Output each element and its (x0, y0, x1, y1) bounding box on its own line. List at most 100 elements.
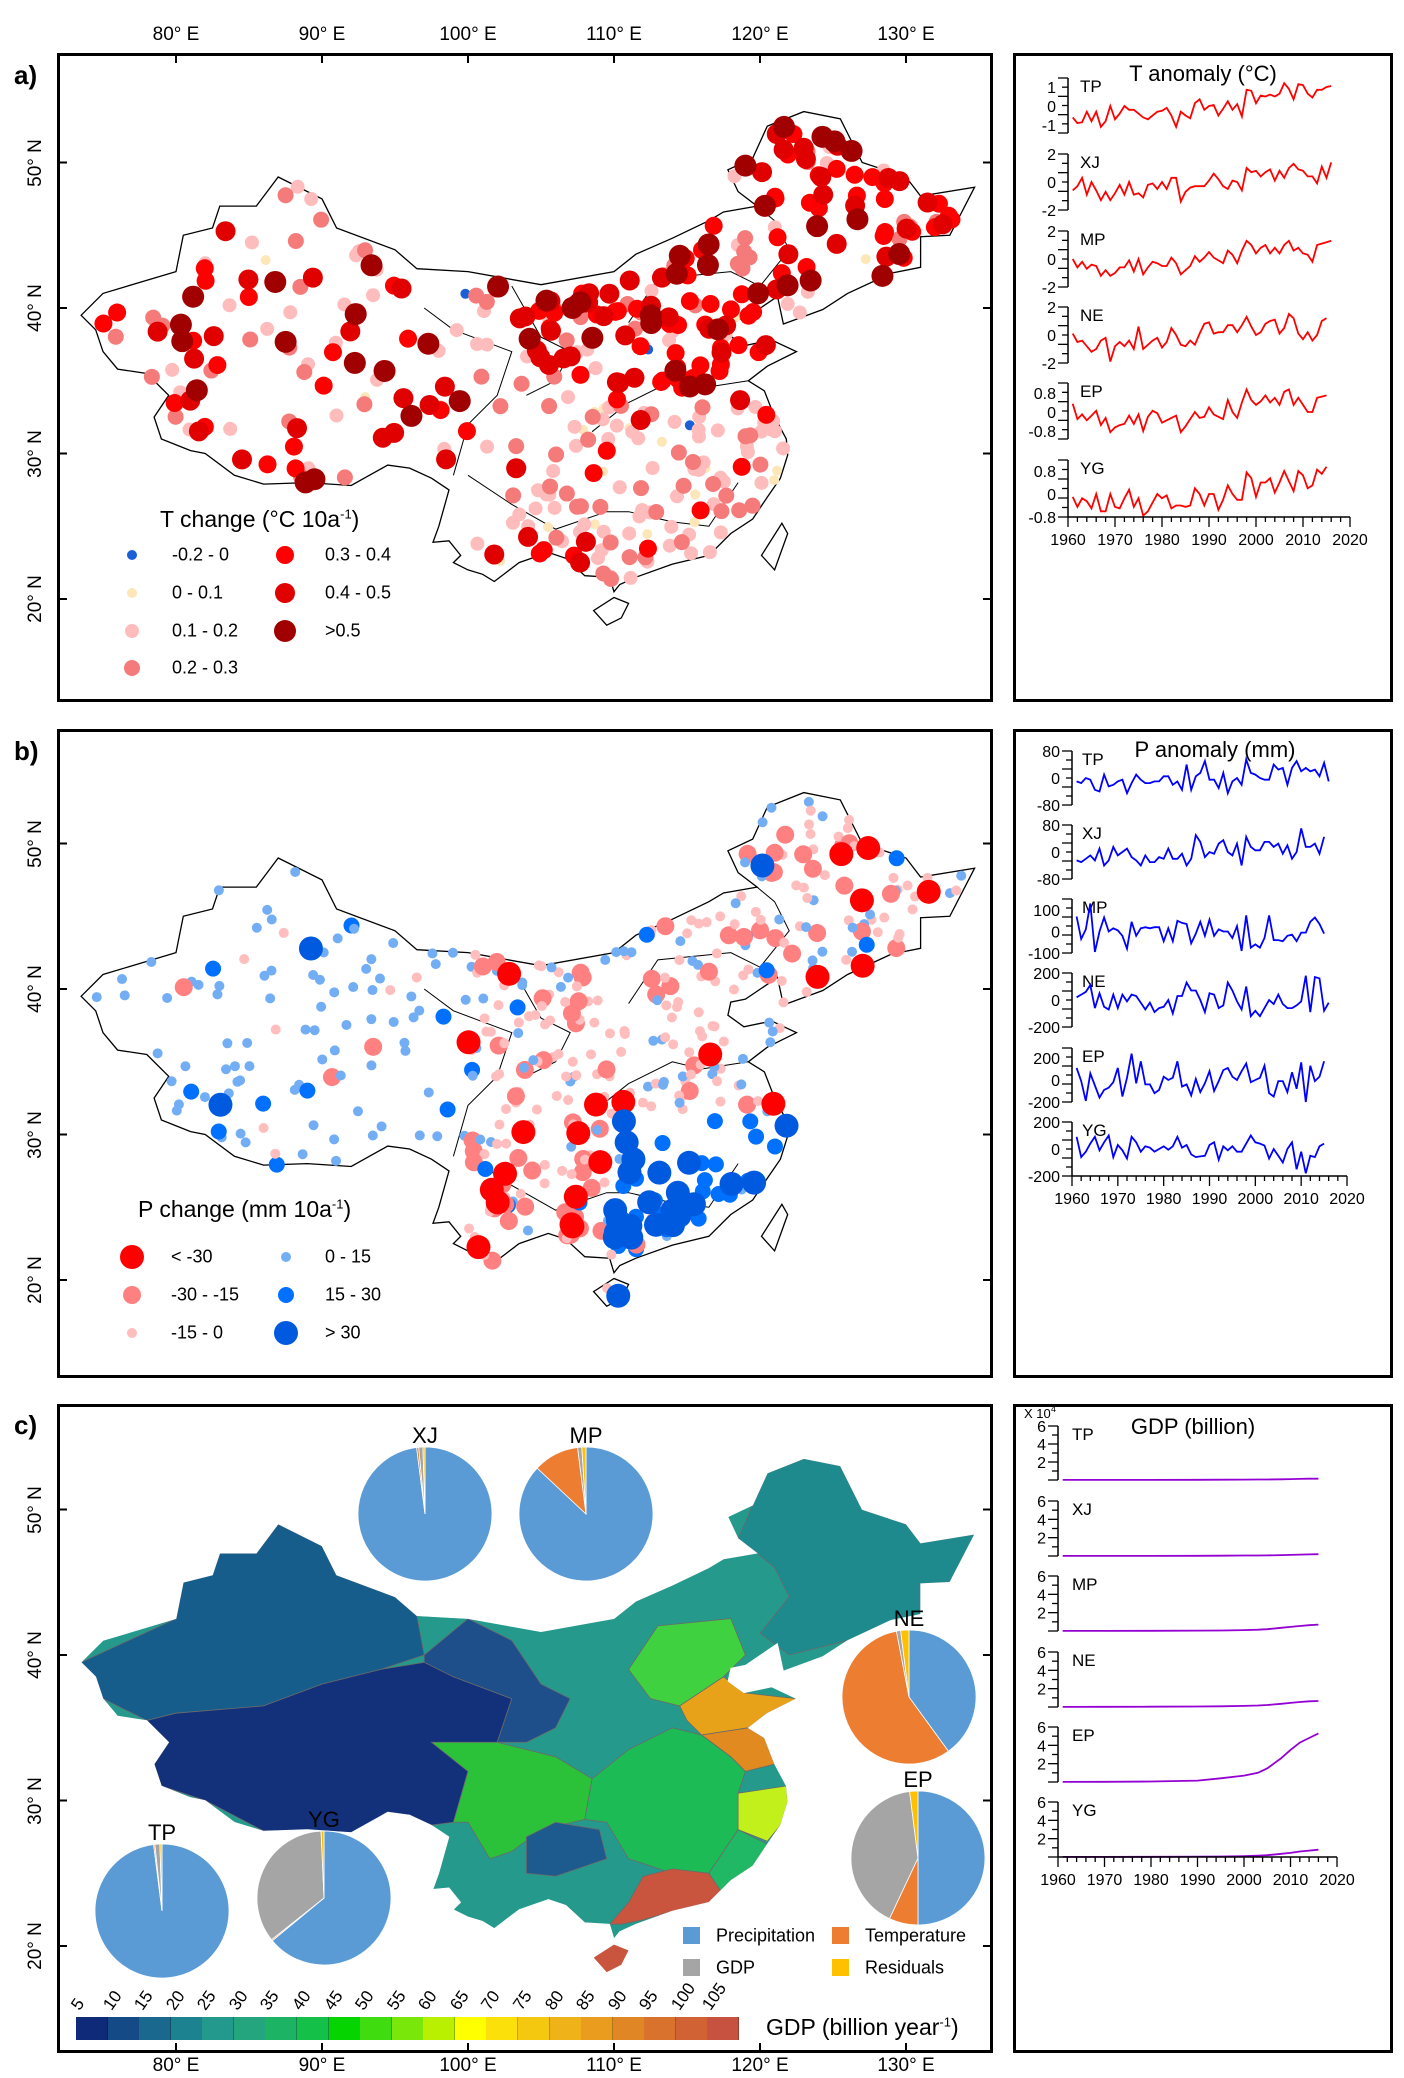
station-marker (694, 373, 717, 396)
station-marker (611, 947, 622, 958)
station-marker (205, 960, 222, 977)
station-marker (266, 965, 277, 976)
station-marker (505, 487, 522, 504)
station-marker (171, 330, 194, 353)
y-tick-label: 0 (1051, 1142, 1060, 1159)
station-marker (464, 1223, 475, 1234)
y-tick-label: 4 (1037, 1663, 1046, 1680)
station-marker (558, 485, 575, 502)
station-marker (783, 944, 802, 963)
legend-label: 0.2 - 0.3 (172, 657, 239, 678)
station-marker (772, 465, 783, 476)
station-marker (611, 1109, 636, 1134)
station-marker (473, 368, 490, 385)
y-tick-label: 0 (1051, 993, 1060, 1010)
x-tick-label: 1970 (1087, 1872, 1123, 1889)
station-marker (94, 314, 113, 333)
station-marker (951, 885, 962, 896)
station-marker (804, 819, 815, 830)
y-tick-label: 4 (1037, 1738, 1046, 1755)
pie-legend-swatch (832, 1927, 849, 1944)
station-marker (561, 1071, 572, 1082)
station-marker (265, 993, 276, 1004)
latitude-label: 30° N (25, 429, 46, 478)
station-marker (107, 328, 124, 345)
pie-legend-swatch (832, 1959, 849, 1976)
station-marker (729, 919, 740, 930)
station-marker (146, 957, 157, 968)
y-tick-label: 80 (1042, 818, 1060, 835)
station-marker (523, 1161, 542, 1180)
pie-slice-precipitation (271, 1830, 392, 1966)
station-marker (561, 390, 576, 405)
station-marker (677, 1150, 702, 1175)
station-marker (718, 1036, 729, 1047)
station-marker (551, 1090, 562, 1101)
series-line-tp (1062, 1477, 1319, 1481)
legend-marker (123, 1286, 141, 1304)
station-marker (361, 963, 372, 974)
station-marker (560, 346, 581, 367)
station-marker (847, 922, 858, 933)
legend-label: -0.2 - 0 (172, 544, 230, 565)
station-marker (710, 362, 729, 381)
station-marker (344, 303, 367, 326)
station-marker (480, 439, 495, 454)
x-tick-label: 1990 (1191, 532, 1227, 549)
station-marker (658, 1076, 669, 1087)
station-marker (553, 1049, 564, 1060)
station-marker (290, 179, 305, 194)
series-line-mp (1075, 903, 1325, 953)
station-marker (780, 296, 795, 311)
station-marker (357, 242, 374, 259)
colorbar-swatch (454, 2017, 487, 2040)
station-marker (752, 456, 769, 473)
station-marker (807, 955, 818, 966)
station-marker (739, 306, 758, 325)
station-marker (728, 984, 739, 995)
station-marker (826, 233, 847, 254)
station-marker (606, 1249, 617, 1260)
station-marker (575, 531, 596, 552)
station-marker (533, 960, 544, 971)
station-marker (470, 949, 481, 960)
pie-slice-gdp (850, 1791, 919, 1920)
y-tick-label: -200 (1028, 1095, 1060, 1112)
colorbar-swatch (265, 2017, 298, 2040)
station-marker (754, 475, 769, 490)
station-marker (894, 928, 905, 939)
station-marker (466, 1235, 491, 1260)
station-marker (805, 805, 816, 816)
legend-label: -30 - -15 (171, 1284, 240, 1305)
station-marker (477, 1161, 494, 1178)
station-marker (492, 1138, 503, 1149)
station-marker (530, 347, 551, 368)
station-marker (524, 1011, 535, 1022)
station-marker (863, 168, 882, 187)
station-marker (711, 948, 722, 959)
y-tick-label: 2 (1047, 300, 1056, 317)
pie-slice-residuals (909, 1790, 919, 1859)
station-marker (761, 1091, 786, 1116)
station-marker (748, 1128, 765, 1145)
station-marker (460, 994, 471, 1005)
station-marker (470, 337, 485, 352)
station-marker (609, 372, 630, 393)
station-marker (494, 1069, 505, 1080)
station-marker (91, 992, 102, 1003)
station-marker (119, 990, 130, 1001)
station-marker (296, 363, 313, 380)
station-marker (364, 1037, 383, 1056)
gdp-region (608, 1868, 722, 1925)
station-marker (579, 1154, 590, 1165)
station-marker (251, 922, 262, 933)
gdp-region (423, 1618, 571, 1743)
station-marker (619, 270, 640, 291)
station-marker (626, 947, 637, 958)
y-tick-label: 6 (1037, 1419, 1046, 1436)
station-marker (244, 1061, 255, 1072)
legend-label: 0 - 15 (325, 1246, 372, 1267)
station-marker (262, 904, 273, 915)
colorbar-swatch (391, 2017, 424, 2040)
station-marker (559, 1212, 584, 1237)
